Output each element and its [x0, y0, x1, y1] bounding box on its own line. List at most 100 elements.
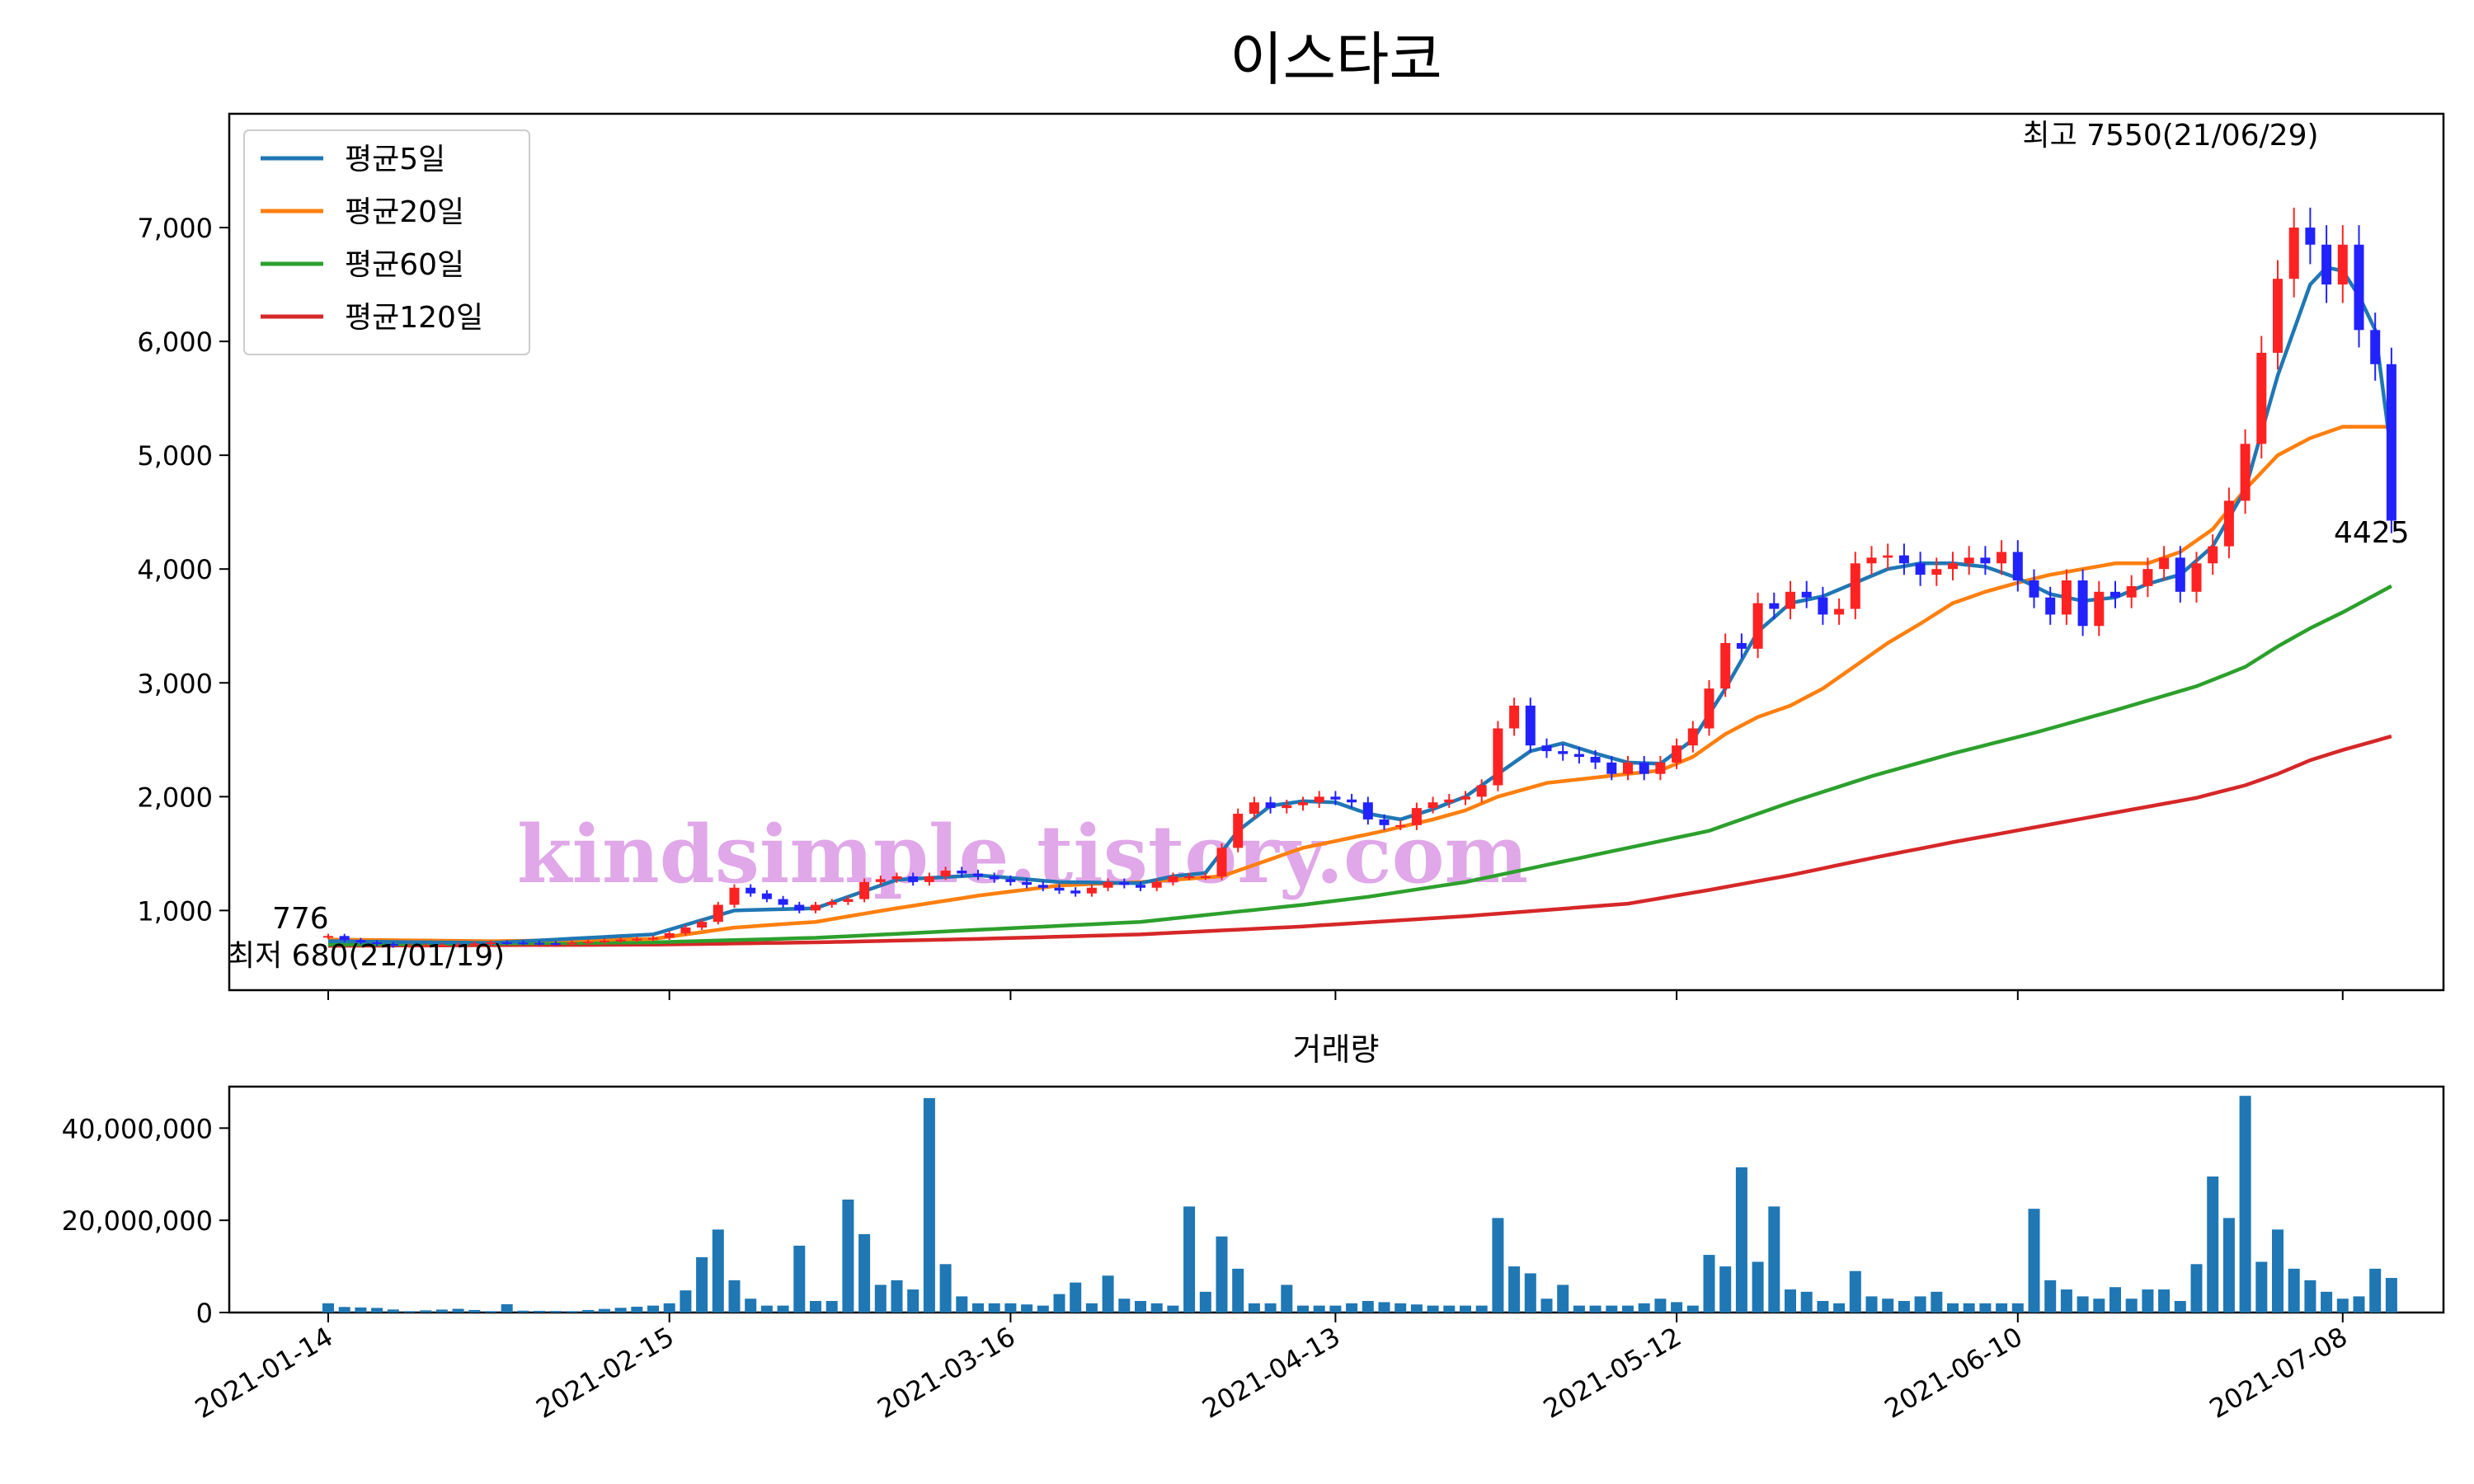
- candle: [680, 925, 691, 936]
- watermark: kindsimple.tistory.com: [517, 808, 1528, 901]
- candle-body: [1379, 819, 1390, 825]
- candle: [891, 872, 902, 883]
- candle: [778, 895, 788, 909]
- candle: [436, 942, 447, 947]
- candle-body: [2354, 244, 2364, 331]
- candle: [1915, 552, 1926, 586]
- candle: [2305, 207, 2316, 265]
- candle-body: [2288, 228, 2299, 279]
- candle-body: [1070, 890, 1081, 894]
- price-tick-label: 4,000: [137, 554, 213, 585]
- candle-body: [1362, 802, 1373, 819]
- volume-bar: [2321, 1291, 2333, 1313]
- candle-body: [1493, 728, 1503, 786]
- candle: [1282, 800, 1292, 814]
- candle-body: [1997, 552, 2007, 564]
- volume-bar: [1021, 1304, 1033, 1313]
- volume-bar: [1118, 1298, 1131, 1313]
- volume-bar: [549, 1311, 562, 1313]
- max-annotation: 최고 7550(21/06/29): [2022, 119, 2318, 153]
- volume-bars: [322, 1096, 2397, 1313]
- candle-body: [2208, 546, 2218, 564]
- candle-body: [940, 871, 951, 876]
- volume-bar: [2190, 1264, 2203, 1313]
- candle: [989, 872, 999, 883]
- candle-body: [1347, 799, 1357, 803]
- candle: [534, 941, 545, 946]
- candle-body: [1704, 688, 1714, 729]
- candle-body: [1866, 557, 1877, 564]
- candle-body: [1752, 603, 1763, 649]
- candle-body: [811, 904, 821, 911]
- candle: [1931, 557, 1942, 586]
- candle: [1265, 796, 1276, 814]
- candle: [2191, 552, 2202, 603]
- candle-body: [1444, 799, 1455, 803]
- candle-body: [826, 902, 837, 905]
- candle-body: [924, 876, 934, 882]
- candle-body: [1590, 756, 1601, 763]
- volume-bar: [2142, 1289, 2154, 1313]
- volume-bar: [1313, 1305, 1325, 1313]
- candle-body: [2077, 580, 2088, 627]
- candle: [2061, 569, 2072, 625]
- candle-body: [1298, 802, 1308, 805]
- candle-body: [1818, 597, 1828, 615]
- candle-body: [2094, 591, 2105, 627]
- volume-bar: [2222, 1218, 2235, 1313]
- volume-bar: [420, 1310, 432, 1313]
- candle-body: [1558, 751, 1569, 754]
- candle: [469, 941, 480, 947]
- candle-body: [908, 876, 919, 882]
- moving-average-lines: [327, 265, 2394, 948]
- date-tick-label: 2021-05-12: [1538, 1321, 1686, 1425]
- volume-bar: [1540, 1298, 1553, 1313]
- candle-body: [599, 940, 609, 942]
- volume-bar: [1979, 1303, 1992, 1313]
- candle: [2223, 487, 2234, 559]
- candle: [1168, 872, 1178, 886]
- candle-body: [1720, 642, 1731, 689]
- volume-bar: [2304, 1280, 2316, 1313]
- volume-bar: [631, 1306, 643, 1313]
- candle: [843, 895, 854, 905]
- candle-body: [697, 922, 708, 928]
- volume-bar: [1671, 1302, 1683, 1313]
- candle-body: [1119, 881, 1130, 885]
- volume-bar: [647, 1305, 659, 1313]
- candle: [1119, 878, 1130, 889]
- candle-body: [1736, 642, 1747, 649]
- candle: [339, 933, 350, 942]
- price-tick-label: 7,000: [137, 213, 213, 244]
- candle-body: [1265, 802, 1276, 809]
- volume-bar: [2385, 1278, 2397, 1313]
- last-close-annotation: 4425: [2334, 516, 2410, 550]
- candle: [1022, 878, 1032, 889]
- candle-body: [567, 942, 577, 945]
- volume-bar: [2336, 1298, 2349, 1313]
- legend-label-ma20: 평균20일: [345, 195, 464, 229]
- volume-bar: [2044, 1280, 2057, 1313]
- volume-bar: [534, 1310, 546, 1313]
- volume-bar: [1378, 1302, 1390, 1313]
- candle-body: [1541, 745, 1552, 752]
- volume-bar: [793, 1245, 806, 1313]
- candle-body: [1769, 603, 1780, 609]
- volume-bar: [435, 1309, 448, 1313]
- volume-bar: [1622, 1305, 1634, 1313]
- candle-body: [1282, 805, 1292, 809]
- candle-body: [372, 942, 383, 945]
- candle-body: [1216, 848, 1227, 876]
- candle-body: [2126, 585, 2137, 598]
- volume-bar: [988, 1303, 1000, 1313]
- volume-bar: [2174, 1301, 2186, 1313]
- candle-body: [469, 943, 480, 946]
- candle: [859, 878, 870, 903]
- candle: [973, 869, 983, 881]
- candle-body: [2061, 580, 2072, 615]
- volume-bar: [452, 1308, 464, 1313]
- candle-body: [891, 876, 902, 880]
- candle: [1070, 887, 1081, 897]
- candle-body: [1672, 745, 1682, 763]
- candle: [1379, 814, 1390, 830]
